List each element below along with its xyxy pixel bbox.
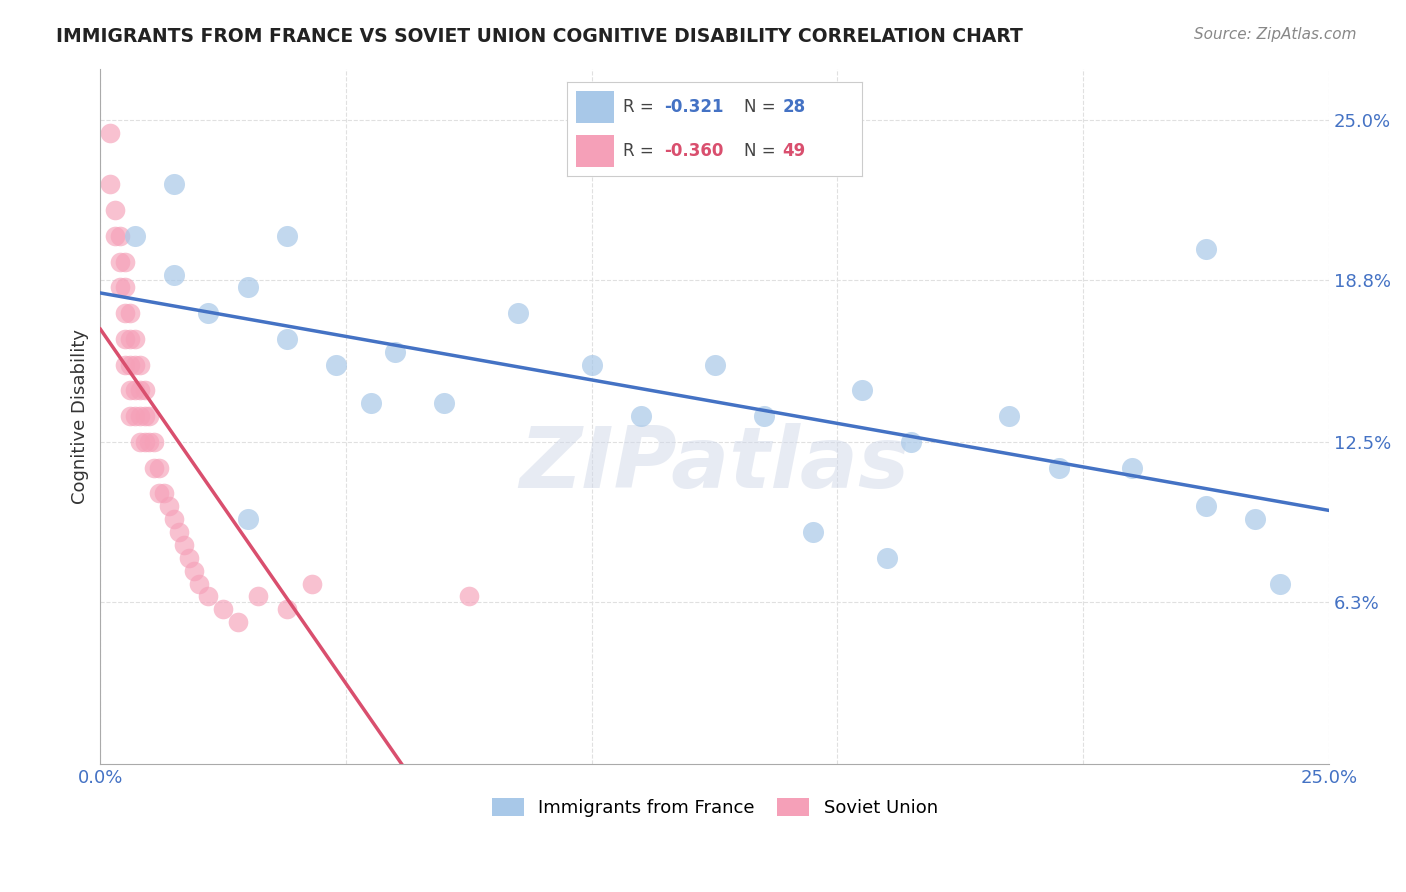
Point — [276, 602, 298, 616]
Point — [177, 550, 200, 565]
Point — [236, 280, 259, 294]
Point — [114, 254, 136, 268]
Point — [138, 409, 160, 424]
Point — [173, 538, 195, 552]
Point — [128, 384, 150, 398]
Text: Source: ZipAtlas.com: Source: ZipAtlas.com — [1194, 27, 1357, 42]
Point — [167, 524, 190, 539]
Point — [118, 384, 141, 398]
Y-axis label: Cognitive Disability: Cognitive Disability — [72, 328, 89, 504]
Point — [134, 409, 156, 424]
Point — [143, 434, 166, 449]
Point — [1244, 512, 1267, 526]
Point — [108, 280, 131, 294]
Point — [433, 396, 456, 410]
Point — [384, 344, 406, 359]
Point — [128, 434, 150, 449]
Point — [138, 434, 160, 449]
Point — [104, 203, 127, 218]
Point — [124, 358, 146, 372]
Point — [187, 576, 209, 591]
Point — [801, 524, 824, 539]
Point — [630, 409, 652, 424]
Point — [1195, 242, 1218, 256]
Legend: Immigrants from France, Soviet Union: Immigrants from France, Soviet Union — [484, 790, 945, 824]
Point — [581, 358, 603, 372]
Point — [98, 126, 121, 140]
Text: IMMIGRANTS FROM FRANCE VS SOVIET UNION COGNITIVE DISABILITY CORRELATION CHART: IMMIGRANTS FROM FRANCE VS SOVIET UNION C… — [56, 27, 1024, 45]
Point — [1047, 460, 1070, 475]
Point — [108, 254, 131, 268]
Point — [128, 409, 150, 424]
Point — [998, 409, 1021, 424]
Point — [134, 384, 156, 398]
Point — [118, 306, 141, 320]
Point — [148, 486, 170, 500]
Point — [118, 409, 141, 424]
Point — [124, 332, 146, 346]
Point — [163, 268, 186, 282]
Point — [360, 396, 382, 410]
Point — [197, 306, 219, 320]
Point — [1195, 500, 1218, 514]
Point — [1268, 576, 1291, 591]
Point — [124, 384, 146, 398]
Point — [114, 280, 136, 294]
Point — [114, 358, 136, 372]
Point — [301, 576, 323, 591]
Point — [114, 332, 136, 346]
Point — [236, 512, 259, 526]
Point — [153, 486, 176, 500]
Point — [876, 550, 898, 565]
Point — [143, 460, 166, 475]
Point — [163, 512, 186, 526]
Point — [703, 358, 725, 372]
Point — [128, 358, 150, 372]
Point — [124, 228, 146, 243]
Point — [851, 384, 873, 398]
Point — [104, 228, 127, 243]
Point — [325, 358, 347, 372]
Point — [114, 306, 136, 320]
Point — [212, 602, 235, 616]
Point — [276, 332, 298, 346]
Point — [157, 500, 180, 514]
Point — [246, 590, 269, 604]
Point — [148, 460, 170, 475]
Text: ZIPatlas: ZIPatlas — [519, 424, 910, 507]
Point — [276, 228, 298, 243]
Point — [183, 564, 205, 578]
Point — [506, 306, 529, 320]
Point — [98, 178, 121, 192]
Point — [1121, 460, 1143, 475]
Point — [197, 590, 219, 604]
Point — [118, 358, 141, 372]
Point — [900, 434, 922, 449]
Point — [118, 332, 141, 346]
Point — [752, 409, 775, 424]
Point — [458, 590, 481, 604]
Point — [108, 228, 131, 243]
Point — [226, 615, 249, 630]
Point — [134, 434, 156, 449]
Point — [163, 178, 186, 192]
Point — [124, 409, 146, 424]
